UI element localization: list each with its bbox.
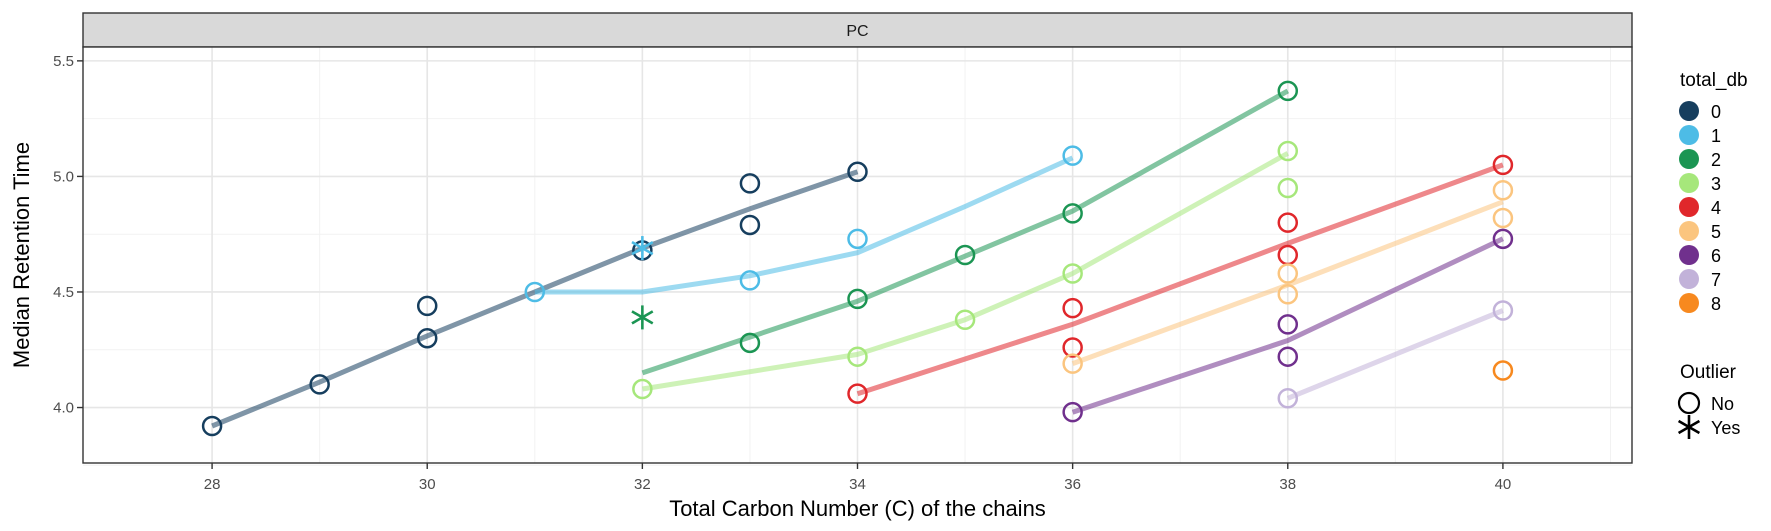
data-point-db-2 [847,288,868,310]
legend-label-db-1: 1 [1711,126,1721,146]
data-point-db-6 [1277,314,1299,335]
data-point-db-3 [1277,177,1299,199]
data-point-db-2 [739,332,761,354]
legend-label-db-7: 7 [1711,270,1721,290]
facet-strip-background [82,12,1633,48]
fit-line-db-6 [1071,236,1504,415]
fit-line-db-1 [534,155,1074,295]
data-point-db-5 [1492,180,1514,201]
x-axis-ticks: 28 30 32 34 36 38 40 [204,463,1512,493]
data-point-db-5 [1062,353,1083,374]
shape-legend-title: Outlier [1680,362,1737,383]
y-tick-label: 5.0 [53,168,74,185]
outlier-point-db-1-stroke [631,240,654,256]
legend-key-outlier-yes [1677,415,1701,439]
legend-key-db-3 [1679,173,1699,193]
data-point-db-0 [739,173,761,194]
data-point-db-5 [1277,263,1299,284]
data-point-db-2 [1277,80,1299,102]
y-axis-ticks: 4.0 4.5 5.0 5.5 [53,53,83,417]
data-point-db-4 [847,383,868,404]
x-tick-label: 34 [849,476,866,493]
data-point-db-4 [1492,154,1514,176]
data-point-db-0 [739,214,761,236]
data-point-db-3 [954,309,976,330]
data-point-db-7 [1277,388,1299,409]
legend-label-db-3: 3 [1711,174,1721,194]
legend-label-db-6: 6 [1711,246,1721,266]
data-points [201,80,1514,437]
data-point-db-1 [739,270,761,291]
fit-line-db-2 [641,88,1290,376]
data-point-db-6 [1062,401,1083,423]
legend-key-db-5 [1679,221,1699,241]
data-point-db-3 [847,346,868,367]
outlier-point-db-1 [631,236,654,261]
legend-label-outlier-yes: Yes [1711,418,1740,438]
data-point-db-4 [1062,297,1083,319]
x-tick-label: 38 [1279,476,1296,493]
legend-key-db-2 [1679,149,1699,169]
data-point-db-1 [1062,145,1083,166]
grid-lines [83,47,1632,466]
data-point-db-3 [1062,263,1083,284]
legend-key-db-4 [1679,197,1699,217]
x-axis-title: Total Carbon Number (C) of the chains [669,496,1046,521]
data-point-db-2 [954,244,976,266]
fit-line-db-4 [856,162,1504,397]
data-point-db-0 [309,374,330,395]
legend-key-db-1 [1679,125,1699,145]
data-point-db-0 [201,415,223,437]
legend: total_db 0 1 2 3 4 5 6 7 8 Outlier No Yes [1677,70,1748,439]
legend-key-outlier-no [1677,391,1701,415]
legend-label-db-0: 0 [1711,102,1721,122]
x-tick-label: 28 [204,476,221,493]
data-point-db-0 [416,295,438,317]
data-point-db-5 [1492,207,1514,229]
data-point-db-6 [1277,346,1299,367]
data-point-db-8 [1492,360,1514,381]
color-legend-keys: 0 1 2 3 4 5 6 7 8 [1679,101,1721,314]
y-tick-label: 4.5 [53,284,74,301]
x-tick-label: 40 [1495,476,1512,493]
legend-key-db-7 [1679,269,1699,289]
shape-legend-keys: No Yes [1677,391,1740,439]
data-point-db-3 [632,378,653,400]
legend-key-db-0 [1679,101,1699,121]
data-point-db-1 [847,228,868,250]
data-point-db-0 [847,161,868,183]
legend-key-db-8 [1679,293,1699,313]
data-point-db-0 [416,327,438,349]
facet-strip-label: PC [846,23,868,40]
y-tick-label: 5.5 [53,53,74,70]
legend-label-db-5: 5 [1711,222,1721,242]
legend-key-db-6 [1679,245,1699,265]
data-point-db-2 [1062,203,1083,224]
outlier-point-db-2 [631,305,654,330]
fit-line-db-3 [642,151,1290,392]
x-tick-label: 32 [634,476,651,493]
legend-label-outlier-no: No [1711,394,1734,414]
outlier-point-db-2-stroke [631,310,654,325]
data-point-db-4 [1277,212,1299,233]
x-tick-label: 36 [1064,476,1081,493]
legend-label-db-8: 8 [1711,294,1721,314]
legend-key-outlier-yes-stroke [1677,419,1701,435]
x-tick-label: 30 [419,476,436,493]
fit-line-db-7 [1286,308,1504,401]
y-axis-title: Median Retention Time [9,142,34,368]
data-point-db-4 [1062,337,1083,358]
data-point-db-7 [1492,300,1514,321]
data-point-db-3 [1277,140,1299,162]
data-point-db-5 [1277,284,1299,305]
color-legend-title: total_db [1680,70,1748,91]
data-point-db-6 [1492,228,1514,250]
legend-label-db-4: 4 [1711,198,1721,218]
y-tick-label: 4.0 [53,400,74,417]
legend-label-db-2: 2 [1711,150,1721,170]
data-point-db-1 [524,281,546,303]
facet-strip: PC [82,12,1633,48]
